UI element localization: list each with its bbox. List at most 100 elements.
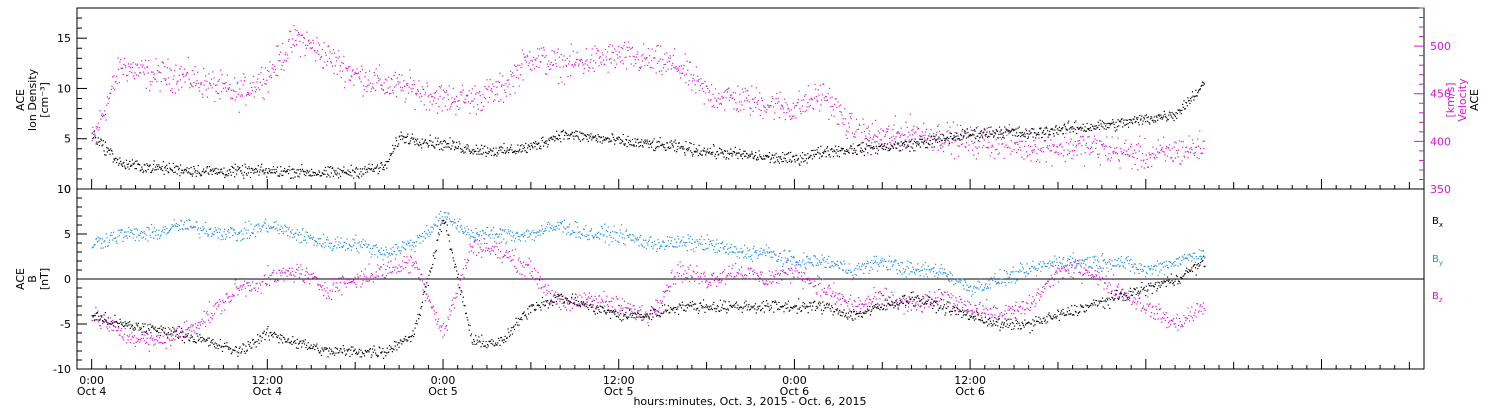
by-point-1310 <box>1050 265 1052 267</box>
by-point-882 <box>737 251 739 253</box>
velocity-point-1311 <box>955 140 957 142</box>
by-point-910 <box>757 255 759 257</box>
density-point-6 <box>95 143 97 145</box>
velocity-point-1011 <box>757 100 759 102</box>
density-point-1167 <box>860 147 862 149</box>
density-point-623 <box>502 147 504 149</box>
by-point-450 <box>421 235 423 238</box>
by-point-816 <box>689 241 691 243</box>
by-point-932 <box>773 253 776 255</box>
velocity-point-236 <box>247 91 249 94</box>
velocity-point-335 <box>312 39 314 41</box>
by-point-730 <box>626 229 628 231</box>
density-point-1075 <box>799 155 802 157</box>
density-point-523 <box>436 143 438 146</box>
by-point-1066 <box>872 268 874 270</box>
density-point-564 <box>463 152 465 154</box>
velocity-point-1059 <box>789 115 791 117</box>
velocity-point-623 <box>502 75 504 77</box>
density-point-683 <box>541 140 543 142</box>
velocity-point-146 <box>187 56 189 59</box>
by-point-198 <box>236 239 238 241</box>
velocity-point-111 <box>164 79 166 81</box>
velocity-point-77 <box>142 64 144 66</box>
density-point-480 <box>407 142 410 145</box>
by-point-384 <box>372 245 374 247</box>
density-point-1599 <box>1145 121 1147 123</box>
velocity-point-653 <box>521 49 524 51</box>
density-point-1375 <box>997 137 999 139</box>
density-point-1161 <box>856 153 858 155</box>
density-point-1389 <box>1006 129 1008 131</box>
density-point-1581 <box>1133 118 1135 120</box>
by-point-904 <box>753 245 755 247</box>
by-point-43 <box>123 236 125 239</box>
velocity-point-1634 <box>1168 147 1170 149</box>
by-point-886 <box>740 247 742 250</box>
density-point-324 <box>305 175 307 177</box>
velocity-point-933 <box>706 85 708 87</box>
density-point-956 <box>721 152 723 154</box>
velocity-point-1409 <box>1020 149 1022 151</box>
by-point-467 <box>433 223 435 225</box>
density-point-1300 <box>948 137 950 139</box>
by-point-70 <box>142 236 145 238</box>
by-point-420 <box>399 250 401 252</box>
density-point-385 <box>345 171 347 173</box>
density-point-43 <box>120 160 122 162</box>
velocity-point-996 <box>747 94 750 96</box>
density-point-753 <box>587 140 589 142</box>
velocity-point-610 <box>493 85 495 88</box>
velocity-point-155 <box>193 73 195 75</box>
by-point-390 <box>377 256 379 258</box>
velocity-point-883 <box>673 66 675 68</box>
density-point-1012 <box>758 150 760 152</box>
by-point-284 <box>299 242 301 244</box>
velocity-point-82 <box>145 87 147 89</box>
density-point-1463 <box>1055 125 1057 127</box>
velocity-point-446 <box>385 91 387 94</box>
velocity-point-1405 <box>1017 144 1019 146</box>
by-point-36 <box>118 229 120 231</box>
by-point-130 <box>186 227 188 229</box>
by-point-72 <box>144 233 146 235</box>
density-point-143 <box>185 170 188 172</box>
by-point-617 <box>543 231 545 233</box>
velocity-point-533 <box>442 89 444 91</box>
velocity-point-1130 <box>836 106 838 108</box>
density-point-1259 <box>921 141 923 143</box>
by-point-1366 <box>1091 267 1093 269</box>
velocity-point-1019 <box>763 105 765 107</box>
by-point-495 <box>454 219 456 221</box>
by-point-879 <box>735 246 737 248</box>
velocity-point-1504 <box>1082 136 1084 138</box>
by-point-181 <box>224 228 226 230</box>
velocity-point-808 <box>624 41 626 44</box>
velocity-point-1488 <box>1072 150 1074 152</box>
density-point-1269 <box>927 142 929 144</box>
velocity-point-328 <box>307 40 309 42</box>
velocity-point-464 <box>397 81 399 83</box>
top-right-ylabel-line2: Velocity <box>1456 78 1469 122</box>
density-point-1446 <box>1044 127 1046 129</box>
by-point-896 <box>747 250 749 252</box>
density-point-207 <box>228 173 230 175</box>
velocity-point-665 <box>529 68 531 70</box>
density-point-124 <box>173 172 175 174</box>
by-point-859 <box>720 242 722 245</box>
velocity-point-415 <box>365 71 367 74</box>
velocity-point-639 <box>512 85 514 87</box>
by-point-107 <box>170 228 172 230</box>
velocity-point-1658 <box>1184 156 1186 158</box>
velocity-point-670 <box>533 56 535 58</box>
velocity-point-206 <box>227 87 229 89</box>
by-point-1137 <box>924 268 926 270</box>
velocity-point-1109 <box>822 83 824 85</box>
velocity-point-251 <box>257 78 259 80</box>
velocity-point-977 <box>735 102 737 104</box>
velocity-point-721 <box>566 57 568 60</box>
density-point-560 <box>460 151 462 153</box>
velocity-point-104 <box>160 72 162 74</box>
by-point-711 <box>612 231 614 233</box>
density-point-291 <box>283 169 285 172</box>
